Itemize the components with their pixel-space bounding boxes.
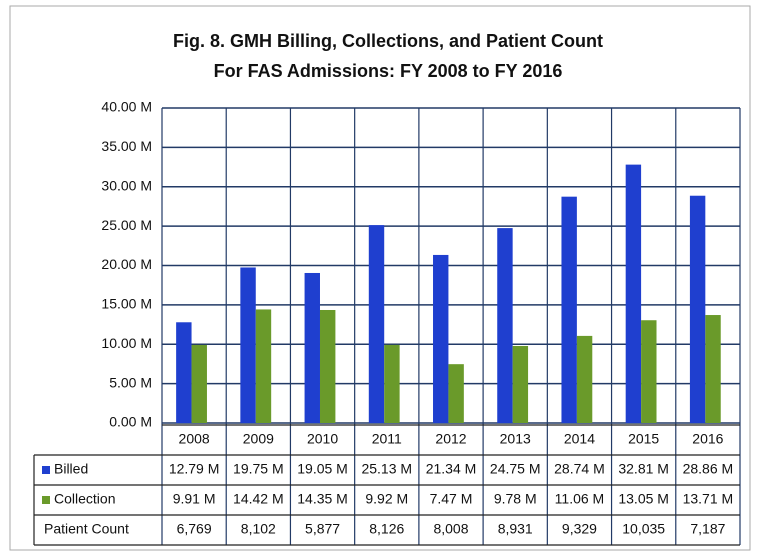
row-label: Patient Count [44,521,129,537]
y-tick-label: 10.00 M [101,335,152,351]
bar [433,254,449,423]
x-tick-label: 2012 [435,431,466,447]
y-tick-label: 5.00 M [109,374,152,390]
table-value: 11.06 M [555,491,605,507]
table-value: 25.13 M [361,461,412,477]
table-value: 7.47 M [430,491,473,507]
table-value: 21.34 M [426,461,477,477]
bar [255,309,272,423]
y-tick-label: 40.00 M [101,99,152,115]
bar [497,228,513,423]
chart-title: Fig. 8. GMH Billing, Collections, and Pa… [173,31,603,51]
y-tick-label: 15.00 M [101,296,152,312]
x-tick-label: 2015 [628,431,659,447]
bar [576,335,593,423]
table-value: 9,329 [562,521,597,537]
table-value: 8,008 [433,521,468,537]
y-tick-label: 20.00 M [101,256,152,272]
chart-subtitle: For FAS Admissions: FY 2008 to FY 2016 [214,61,563,81]
bar [561,196,577,423]
table-value: 9.78 M [494,491,537,507]
table-value: 13.71 M [683,491,734,507]
y-tick-label: 35.00 M [101,138,152,154]
y-tick-label: 0.00 M [109,414,152,430]
x-tick-label: 2010 [307,431,338,447]
bar [304,272,320,423]
table-value: 10,035 [622,521,665,537]
legend-label: Collection [54,491,115,507]
table-value: 19.05 M [297,461,348,477]
table-value: 19.75 M [233,461,284,477]
bar [705,315,721,423]
bar [319,309,336,423]
table-value: 32.81 M [618,461,669,477]
bar [512,345,529,423]
legend-swatch [42,496,50,504]
table-value: 8,931 [498,521,533,537]
bar [384,344,400,423]
table-value: 9.92 M [365,491,408,507]
table-value: 8,126 [369,521,404,537]
table-value: 7,187 [690,521,725,537]
table-value: 14.35 M [297,491,348,507]
table-value: 5,877 [305,521,340,537]
x-tick-label: 2014 [564,431,595,447]
x-tick-label: 2016 [692,431,723,447]
x-tick-label: 2011 [372,431,402,447]
y-tick-label: 30.00 M [101,177,152,193]
table-value: 24.75 M [490,461,541,477]
bar [176,322,192,423]
table-value: 9.91 M [173,491,216,507]
x-tick-label: 2009 [243,431,274,447]
bar [368,225,385,423]
table-value: 6,769 [177,521,212,537]
table-value: 8,102 [241,521,276,537]
bar [689,195,706,423]
bar [625,164,642,423]
bar [641,320,657,423]
legend-label: Billed [54,461,88,477]
legend-swatch [42,466,50,474]
table-value: 13.05 M [618,491,669,507]
bar [191,344,207,423]
bar [240,267,256,423]
bar [448,364,464,423]
table-value: 12.79 M [169,461,220,477]
table-value: 28.74 M [554,461,605,477]
table-value: 14.42 M [233,491,284,507]
table-value: 28.86 M [683,461,734,477]
y-tick-label: 25.00 M [101,217,152,233]
x-tick-label: 2008 [179,431,210,447]
x-tick-label: 2013 [500,431,531,447]
